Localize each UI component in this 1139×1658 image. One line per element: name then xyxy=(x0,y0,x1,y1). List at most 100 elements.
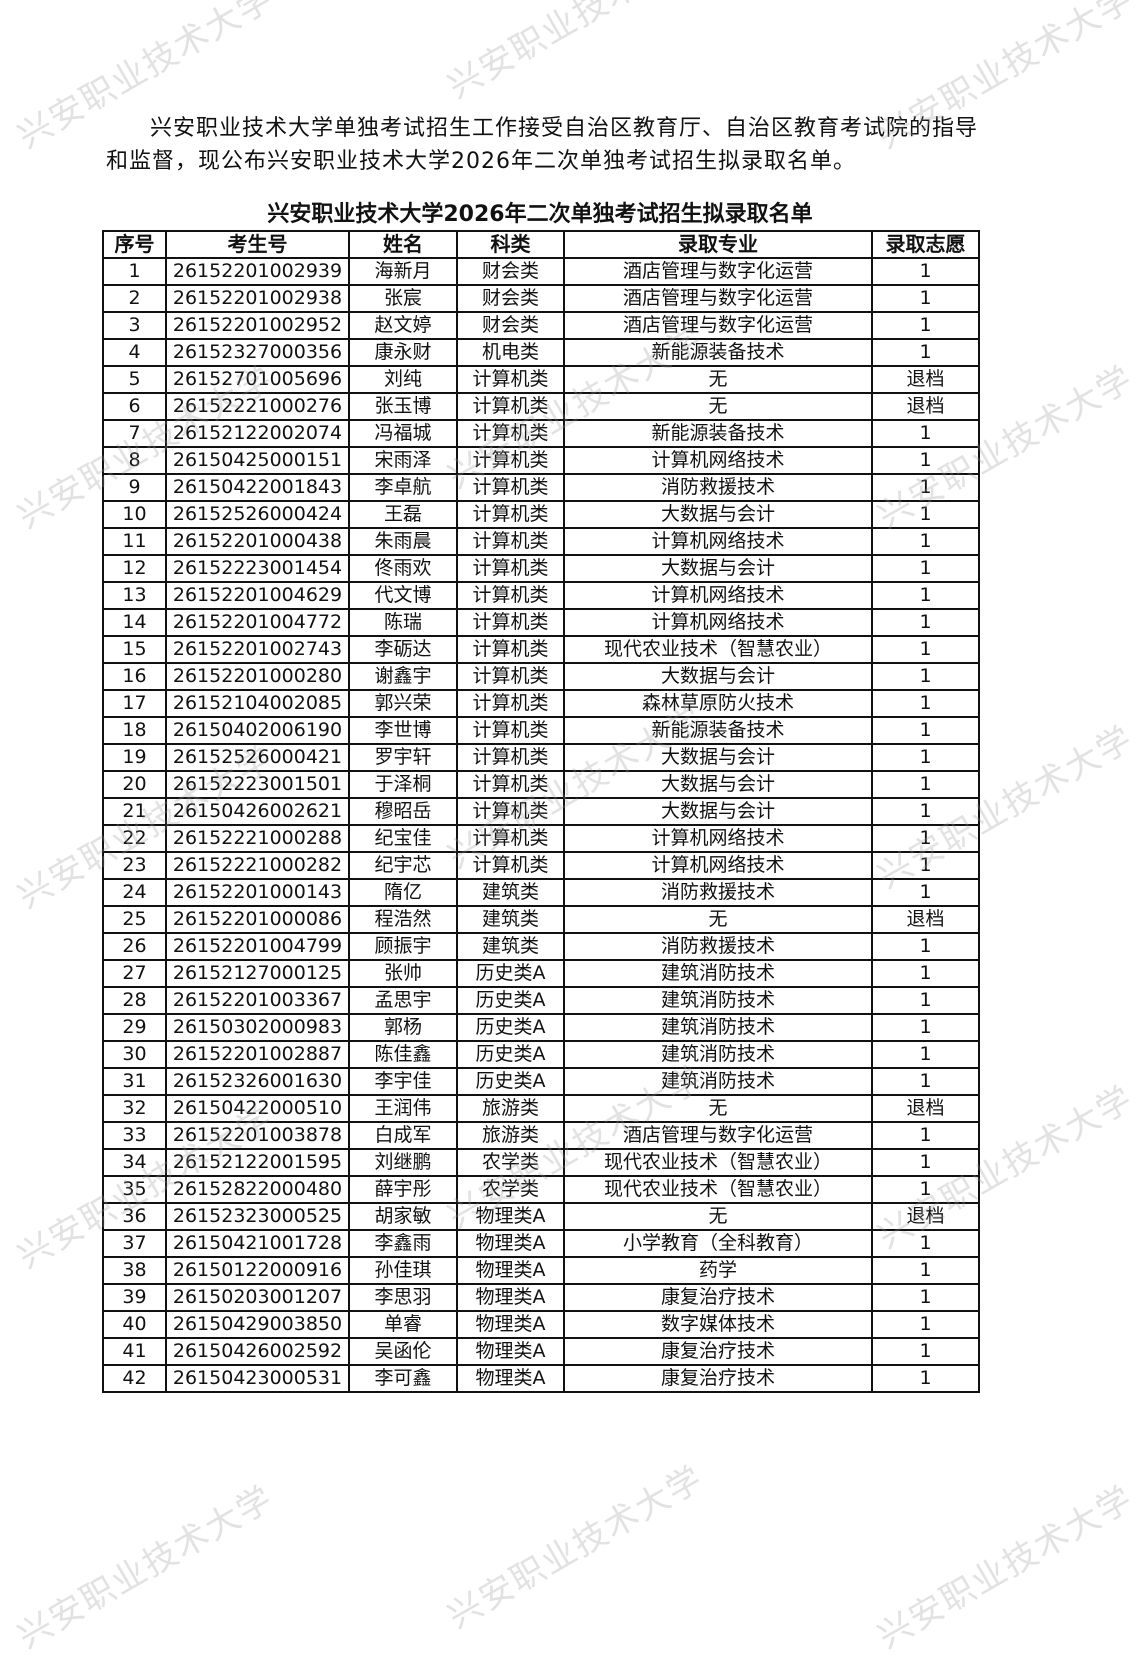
cell-name: 纪宇芯 xyxy=(348,851,458,880)
cell-category: 农学类 xyxy=(456,1175,565,1204)
table-row: 13 26152201004629 代文博 计算机类 计算机网络技术 1 xyxy=(102,581,980,610)
cell-choice: 1 xyxy=(871,1040,980,1069)
cell-exam-id: 26152221000288 xyxy=(165,824,350,853)
cell-major: 无 xyxy=(563,1094,873,1123)
table-row: 39 26150203001207 李思羽 物理类A 康复治疗技术 1 xyxy=(102,1283,980,1312)
cell-major: 康复治疗技术 xyxy=(563,1283,873,1312)
cell-exam-id: 26150402006190 xyxy=(165,716,350,745)
cell-index: 12 xyxy=(102,554,167,583)
cell-name: 郭杨 xyxy=(348,1013,458,1042)
admission-table: 序号 考生号 姓名 科类 录取专业 录取志愿 1 26152201002939 海新… xyxy=(102,230,980,1393)
cell-choice: 1 xyxy=(871,311,980,340)
cell-exam-id: 26152201002952 xyxy=(165,311,350,340)
table-row: 17 26152104002085 郭兴荣 计算机类 森林草原防火技术 1 xyxy=(102,689,980,718)
cell-choice: 1 xyxy=(871,608,980,637)
table-row: 36 26152323000525 胡家敏 物理类A 无退档 xyxy=(102,1202,980,1231)
cell-choice: 退档 xyxy=(871,905,980,934)
cell-index: 4 xyxy=(102,338,167,367)
cell-category: 计算机类 xyxy=(456,851,565,880)
cell-index: 40 xyxy=(102,1310,167,1339)
table-row: 20 26152223001501 于泽桐 计算机类 大数据与会计 1 xyxy=(102,770,980,799)
cell-name: 王磊 xyxy=(348,500,458,529)
cell-major: 无 xyxy=(563,1202,873,1231)
cell-major: 消防救援技术 xyxy=(563,473,873,502)
header-exam-id: 考生号 xyxy=(165,230,350,259)
cell-index: 5 xyxy=(102,365,167,394)
cell-name: 李砺达 xyxy=(348,635,458,664)
cell-name: 李宇佳 xyxy=(348,1067,458,1096)
cell-exam-id: 26152822000480 xyxy=(165,1175,350,1204)
cell-choice: 1 xyxy=(871,635,980,664)
cell-index: 28 xyxy=(102,986,167,1015)
cell-choice: 1 xyxy=(871,1364,980,1393)
cell-exam-id: 26152221000282 xyxy=(165,851,350,880)
cell-index: 42 xyxy=(102,1364,167,1393)
cell-choice: 1 xyxy=(871,797,980,826)
cell-exam-id: 26152201003878 xyxy=(165,1121,350,1150)
cell-exam-id: 26152201002887 xyxy=(165,1040,350,1069)
table-row: 26 26152201004799 顾振宇 建筑类 消防救援技术 1 xyxy=(102,932,980,961)
cell-exam-id: 26152127000125 xyxy=(165,959,350,988)
cell-name: 罗宇轩 xyxy=(348,743,458,772)
cell-name: 佟雨欢 xyxy=(348,554,458,583)
cell-index: 32 xyxy=(102,1094,167,1123)
table-row: 24 26152201000143 隋亿 建筑类 消防救援技术 1 xyxy=(102,878,980,907)
table-row: 30 26152201002887 陈佳鑫 历史类A 建筑消防技术 1 xyxy=(102,1040,980,1069)
cell-index: 6 xyxy=(102,392,167,421)
cell-major: 无 xyxy=(563,905,873,934)
table-row: 11 26152201000438 朱雨晨 计算机类 计算机网络技术 1 xyxy=(102,527,980,556)
cell-index: 39 xyxy=(102,1283,167,1312)
table-row: 12 26152223001454 佟雨欢 计算机类 大数据与会计 1 xyxy=(102,554,980,583)
cell-category: 旅游类 xyxy=(456,1094,565,1123)
cell-choice: 1 xyxy=(871,419,980,448)
cell-major: 建筑消防技术 xyxy=(563,959,873,988)
cell-category: 计算机类 xyxy=(456,365,565,394)
cell-category: 计算机类 xyxy=(456,527,565,556)
cell-name: 孟思宇 xyxy=(348,986,458,1015)
table-row: 10 26152526000424 王磊 计算机类 大数据与会计 1 xyxy=(102,500,980,529)
cell-category: 计算机类 xyxy=(456,635,565,664)
table-row: 31 26152326001630 李宇佳 历史类A 建筑消防技术 1 xyxy=(102,1067,980,1096)
cell-choice: 1 xyxy=(871,446,980,475)
header-name: 姓名 xyxy=(348,230,458,259)
cell-choice: 1 xyxy=(871,1310,980,1339)
cell-category: 计算机类 xyxy=(456,797,565,826)
cell-index: 16 xyxy=(102,662,167,691)
cell-exam-id: 26152327000356 xyxy=(165,338,350,367)
cell-major: 大数据与会计 xyxy=(563,662,873,691)
cell-major: 建筑消防技术 xyxy=(563,1067,873,1096)
cell-exam-id: 26152201004629 xyxy=(165,581,350,610)
header-index: 序号 xyxy=(102,230,167,259)
cell-category: 计算机类 xyxy=(456,581,565,610)
header-choice: 录取志愿 xyxy=(871,230,980,259)
cell-choice: 1 xyxy=(871,338,980,367)
cell-major: 消防救援技术 xyxy=(563,932,873,961)
cell-major: 现代农业技术（智慧农业） xyxy=(563,1175,873,1204)
cell-choice: 退档 xyxy=(871,1094,980,1123)
cell-index: 22 xyxy=(102,824,167,853)
cell-index: 2 xyxy=(102,284,167,313)
watermark-text: 兴安职业技术大学 xyxy=(441,1458,711,1637)
cell-major: 小学教育（全科教育） xyxy=(563,1229,873,1258)
cell-name: 白成军 xyxy=(348,1121,458,1150)
table-row: 42 26150423000531 李可鑫 物理类A 康复治疗技术 1 xyxy=(102,1364,980,1393)
cell-choice: 1 xyxy=(871,554,980,583)
table-row: 32 26150422000510 王润伟 旅游类无退档 xyxy=(102,1094,980,1123)
cell-exam-id: 26150203001207 xyxy=(165,1283,350,1312)
cell-name: 代文博 xyxy=(348,581,458,610)
document-title: 兴安职业技术大学2026年二次单独考试招生拟录取名单 xyxy=(267,202,813,227)
table-row: 16 26152201000280 谢鑫宇 计算机类 大数据与会计 1 xyxy=(102,662,980,691)
cell-exam-id: 26152526000421 xyxy=(165,743,350,772)
cell-name: 海新月 xyxy=(348,257,458,286)
cell-name: 程浩然 xyxy=(348,905,458,934)
cell-index: 9 xyxy=(102,473,167,502)
cell-choice: 1 xyxy=(871,689,980,718)
cell-category: 物理类A xyxy=(456,1229,565,1258)
cell-exam-id: 26152201003367 xyxy=(165,986,350,1015)
cell-exam-id: 26152223001501 xyxy=(165,770,350,799)
cell-exam-id: 26150422000510 xyxy=(165,1094,350,1123)
cell-index: 33 xyxy=(102,1121,167,1150)
cell-choice: 退档 xyxy=(871,365,980,394)
cell-exam-id: 26152323000525 xyxy=(165,1202,350,1231)
table-row: 25 26152201000086 程浩然 建筑类无退档 xyxy=(102,905,980,934)
